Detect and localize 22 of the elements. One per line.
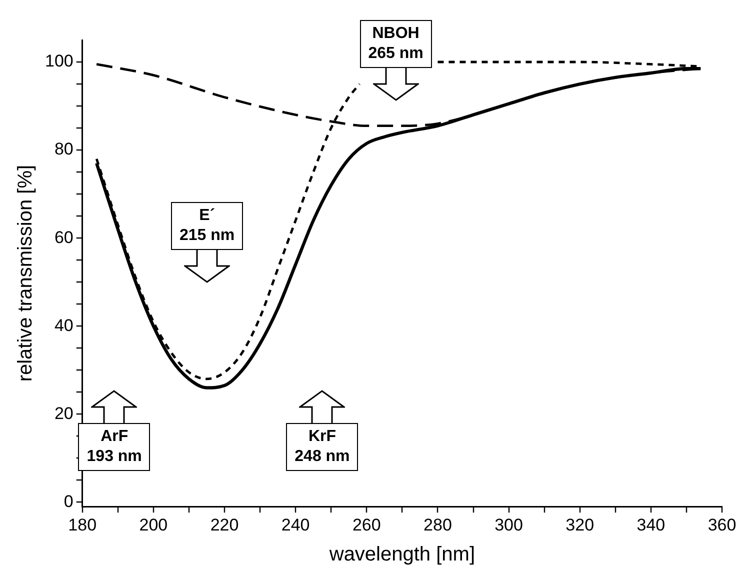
y-axis-title: relative transmission [%] [14,164,37,382]
x-axis-title: wavelength [nm] [328,544,475,566]
x-tick-label: 180 [68,515,97,534]
annotation: KrF 248 nm [286,422,358,471]
x-tick-label: 360 [708,515,736,534]
y-tick-label: 0 [64,492,74,511]
x-tick-label: 300 [494,515,523,534]
x-tick-label: 320 [566,515,594,534]
annotation: NBOH 265 nm [360,20,432,68]
y-tick-label: 100 [44,52,74,71]
x-tick-label: 200 [139,515,168,534]
x-tick-label: 280 [424,515,452,534]
x-tick-label: 340 [636,515,666,534]
x-tick-label: 260 [352,515,381,534]
y-tick-label: 60 [54,228,74,247]
annotation: E´ 215 nm [171,202,244,250]
annotation: ArF 193 nm [78,422,150,471]
x-tick-label: 240 [281,515,310,534]
y-tick-label: 80 [54,140,74,159]
y-tick-label: 40 [54,316,74,335]
y-tick-label: 20 [54,404,74,423]
x-tick-label: 220 [210,515,239,534]
